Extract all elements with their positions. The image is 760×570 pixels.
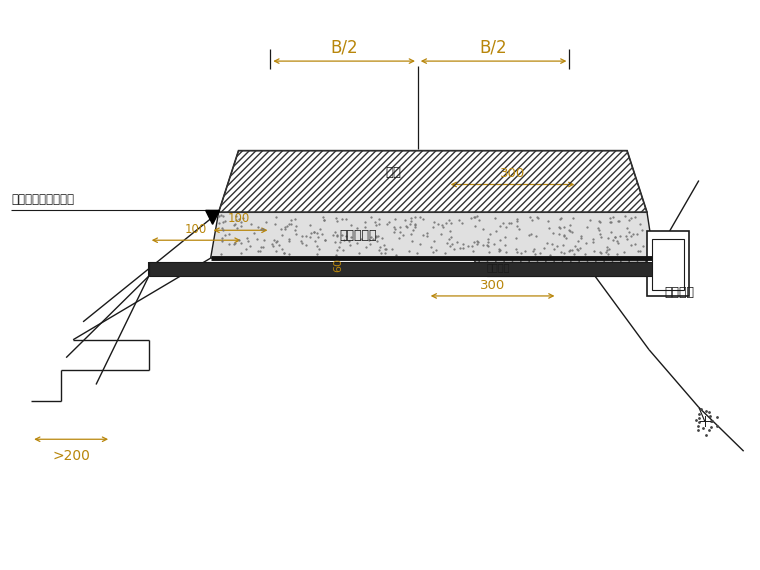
Text: B/2: B/2 [480,38,508,56]
Bar [647,231,689,296]
Text: 路床处理层: 路床处理层 [339,229,377,242]
Text: 300: 300 [500,166,525,180]
Text: 红山回填: 红山回填 [486,262,510,272]
Text: B/2: B/2 [331,38,358,56]
Text: >200: >200 [52,449,90,463]
Text: 100: 100 [227,212,249,225]
Text: 300: 300 [480,279,505,292]
Polygon shape [211,213,654,258]
Text: 100: 100 [185,223,207,236]
Bar [652,239,684,290]
Bar [149,262,654,276]
Polygon shape [472,258,654,276]
Polygon shape [219,150,647,213]
Text: 路面底基层基底标高: 路面底基层基底标高 [11,193,74,206]
Text: 60: 60 [333,258,344,272]
Text: 土工格栊: 土工格栊 [664,286,694,299]
Polygon shape [206,210,220,225]
Text: 路面: 路面 [385,166,401,179]
